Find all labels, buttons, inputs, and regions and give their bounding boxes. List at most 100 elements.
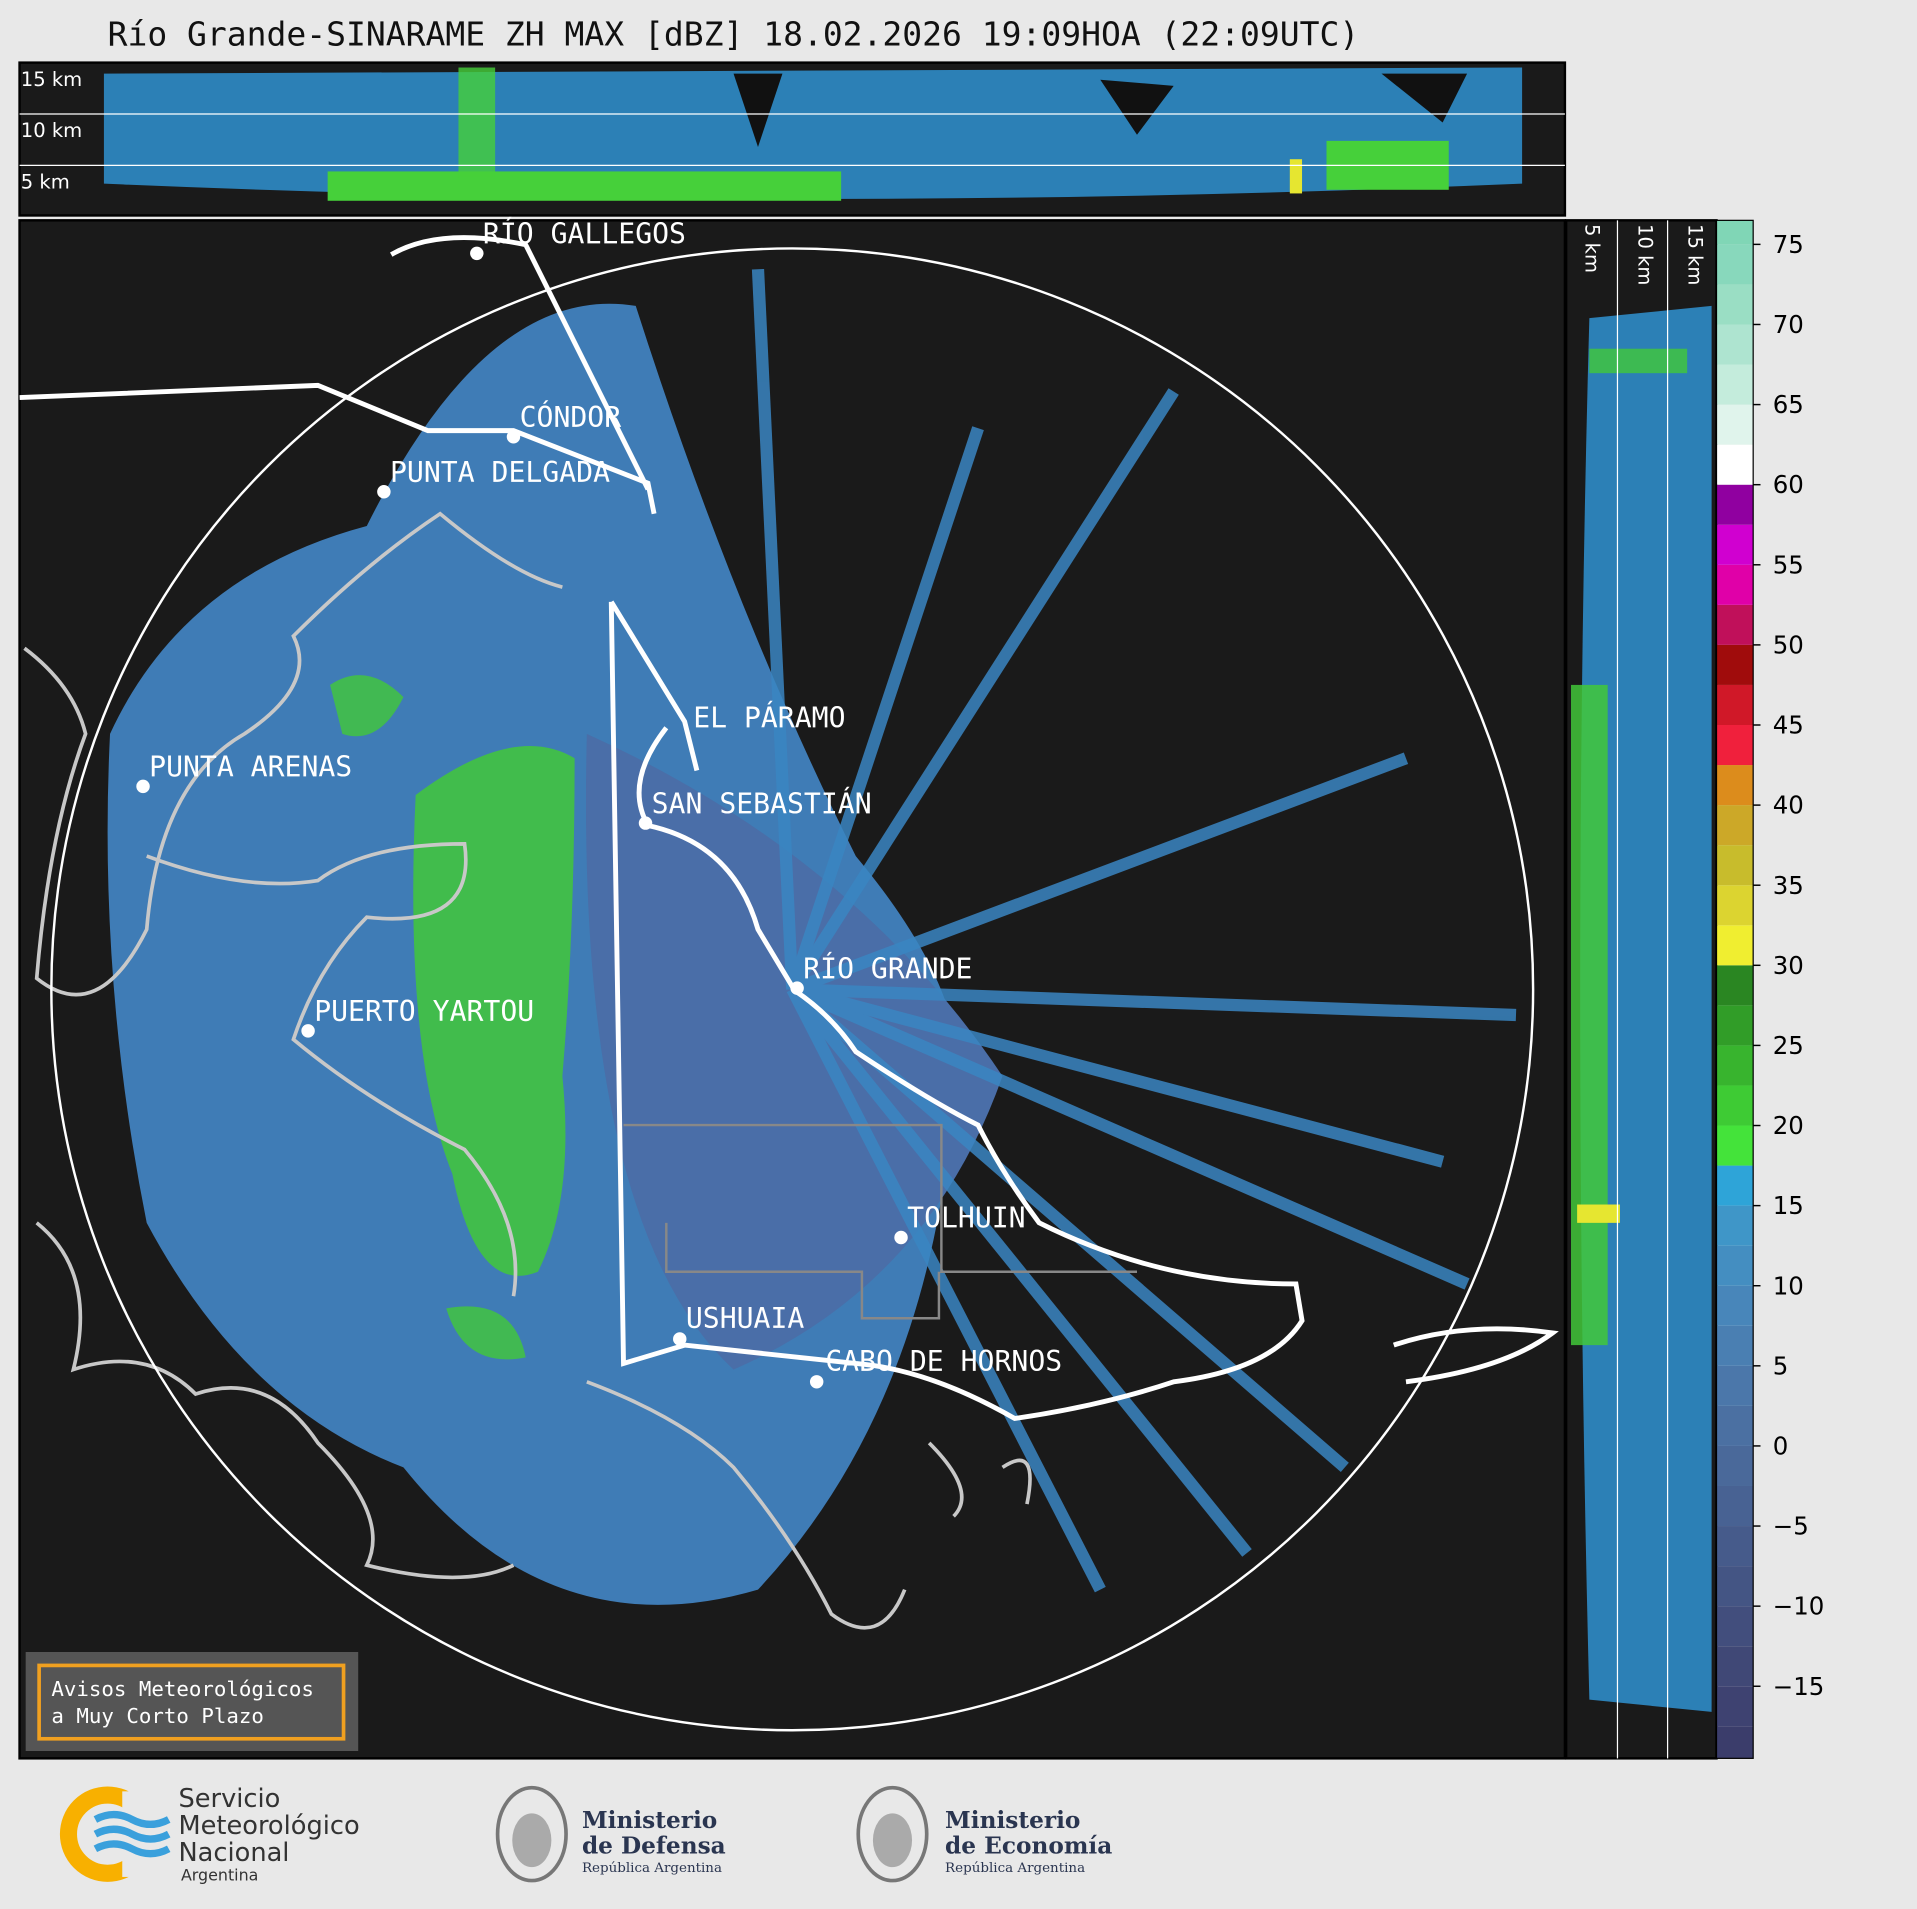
colorbar-band	[1716, 1365, 1754, 1406]
colorbar-band	[1716, 1285, 1754, 1326]
logo-text: Meteorológico	[178, 1811, 359, 1841]
place-label: SAN SEBASTIÁN	[652, 786, 872, 820]
colorbar-band	[1716, 524, 1754, 565]
right-cross-section	[1564, 219, 1718, 1760]
colorbar-band	[1716, 244, 1754, 285]
place-marker	[790, 981, 804, 995]
logo-text: República Argentina	[582, 1861, 722, 1876]
colorbar-tick-label: 55	[1773, 550, 1804, 579]
warning-box-bg	[25, 1651, 359, 1752]
place-label: CABO DE HORNOS	[825, 1345, 1062, 1378]
colorbar-band	[1716, 484, 1754, 525]
place-label: USHUAIA	[686, 1302, 805, 1335]
place-marker	[638, 816, 653, 830]
smn-logo: Servicio Meteorológico Nacional Argentin…	[59, 1784, 360, 1885]
colorbar-band	[1716, 564, 1754, 605]
logo-text: de Defensa	[582, 1833, 726, 1860]
colorbar-band	[1716, 1045, 1754, 1086]
top-cross-section	[18, 61, 1567, 217]
place-label: RÍO GALLEGOS	[483, 217, 686, 251]
logo-text: Ministerio	[945, 1807, 1080, 1834]
place-marker	[301, 1024, 315, 1038]
colorbar-band	[1716, 805, 1754, 846]
colorbar-band	[1716, 1245, 1754, 1286]
place-marker	[377, 485, 391, 499]
place-label: PUNTA DELGADA	[390, 456, 610, 489]
colorbar-tick-label: 10	[1773, 1271, 1804, 1300]
colorbar-band	[1716, 364, 1754, 405]
colorbar-band	[1716, 404, 1754, 445]
colorbar-band	[1716, 1165, 1754, 1206]
defensa-logo: Ministerio de Defensa República Argentin…	[495, 1785, 726, 1883]
height-label: 15 km	[21, 68, 82, 91]
colorbar-band	[1716, 1606, 1754, 1647]
height-label: 5 km	[1581, 224, 1604, 273]
colorbar-band	[1716, 765, 1754, 806]
colorbar-band	[1716, 845, 1754, 886]
height-label: 15 km	[1683, 224, 1706, 285]
colorbar-band	[1716, 1646, 1754, 1687]
height-label: 10 km	[21, 119, 82, 142]
place-label: EL PÁRAMO	[693, 701, 845, 735]
colorbar-band	[1716, 724, 1754, 766]
colorbar-tick-label: 25	[1773, 1031, 1804, 1060]
colorbar-band	[1716, 324, 1754, 365]
place-marker	[809, 1375, 824, 1389]
colorbar-band	[1716, 925, 1754, 966]
colorbar-tick-label: −10	[1773, 1592, 1825, 1621]
colorbar-band	[1716, 1205, 1754, 1246]
colorbar-band	[1716, 1005, 1754, 1046]
colorbar-tick-label: −5	[1773, 1512, 1809, 1541]
colorbar-band	[1716, 644, 1754, 685]
colorbar-band	[1716, 1085, 1754, 1126]
colorbar-band	[1716, 1125, 1754, 1166]
place-marker	[894, 1230, 908, 1245]
colorbar-band	[1716, 1726, 1754, 1759]
colorbar-tick-label: 0	[1773, 1431, 1789, 1460]
logo-text: República Argentina	[945, 1861, 1085, 1876]
logo-text: Ministerio	[582, 1807, 717, 1834]
colorbar-band	[1716, 684, 1754, 725]
place-label: RÍO GRANDE	[803, 951, 972, 985]
colorbar-tick-label: 5	[1773, 1351, 1789, 1380]
colorbar-tick-label: 60	[1773, 470, 1804, 499]
colorbar-tick-label: 40	[1773, 791, 1804, 820]
colorbar-tick-label: 45	[1773, 711, 1804, 740]
colorbar-band	[1716, 1445, 1754, 1486]
place-label: CÓNDOR	[520, 400, 622, 434]
place-marker	[506, 430, 521, 444]
warning-text: Avisos Meteorológicos	[51, 1677, 314, 1701]
logo-text: Nacional	[178, 1838, 289, 1868]
colorbar-tick-label: −15	[1773, 1672, 1825, 1701]
place-marker	[136, 779, 150, 794]
colorbar-tick-label: 30	[1773, 951, 1804, 980]
colorbar-tick-label: 15	[1773, 1191, 1804, 1220]
colorbar-band	[1716, 1325, 1754, 1366]
place-marker	[470, 246, 484, 261]
colorbar-tick-label: 70	[1773, 310, 1804, 339]
colorbar-frame	[1715, 219, 1754, 1759]
colorbar-band	[1716, 284, 1754, 325]
warning-text: a Muy Corto Plazo	[51, 1704, 264, 1728]
warning-box[interactable]: Avisos Meteorológicos a Muy Corto Plazo	[25, 1651, 359, 1752]
logo-text: Argentina	[181, 1866, 258, 1885]
colorbar-band	[1716, 1485, 1754, 1527]
colorbar-band	[1716, 885, 1754, 926]
place-label: TOLHUIN	[907, 1202, 1025, 1235]
colorbar-tick-label: 75	[1773, 230, 1804, 259]
place-marker	[673, 1332, 687, 1346]
logo-text: Servicio	[178, 1784, 280, 1814]
height-label: 5 km	[21, 171, 70, 194]
colorbar-band	[1716, 444, 1754, 485]
height-label: 10 km	[1633, 224, 1656, 285]
colorbar-band	[1716, 1686, 1754, 1727]
colorbar-tick-label: 20	[1773, 1111, 1804, 1140]
colorbar-band	[1716, 1566, 1754, 1607]
place-label: PUNTA ARENAS	[149, 751, 352, 784]
logo-text: de Economía	[945, 1833, 1112, 1860]
colorbar-band	[1716, 1526, 1754, 1567]
colorbar-tick-label: 50	[1773, 630, 1804, 659]
title: Río Grande-SINARAME ZH MAX [dBZ] 18.02.2…	[108, 15, 1360, 54]
